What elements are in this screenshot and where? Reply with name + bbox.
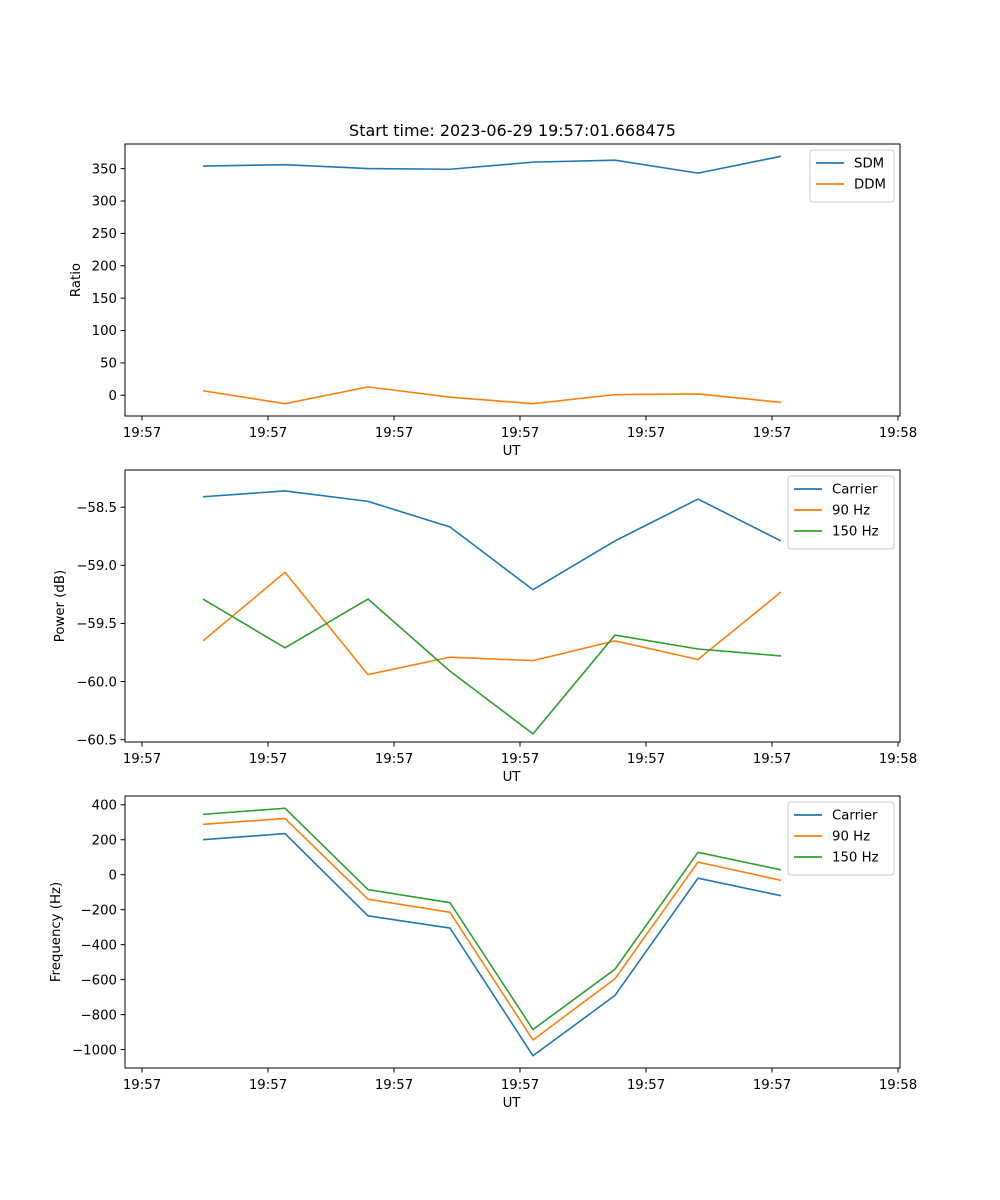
y-tick-label: −59.0 xyxy=(76,559,117,574)
x-tick-label: 19:57 xyxy=(753,426,791,441)
legend-entry: SDM xyxy=(854,157,884,172)
legend-entry: Carrier xyxy=(832,483,878,498)
y-axis-label: Frequency (Hz) xyxy=(49,882,64,982)
x-tick-label: 19:57 xyxy=(501,1078,539,1093)
plot-frame xyxy=(124,469,901,743)
y-axis-label: Ratio xyxy=(69,263,84,297)
y-tick-label: −600 xyxy=(80,973,117,988)
y-tick-label: 200 xyxy=(92,833,117,848)
chart-panel-1: 19:57 19:57 19:57 19:57 19:57 19:57 19:58 0 50 10… xyxy=(69,121,917,459)
legend: Carrier 90 Hz 150 Hz xyxy=(787,475,895,550)
x-tick-label: 19:57 xyxy=(123,1078,161,1093)
y-tick-label: −59.5 xyxy=(76,617,117,632)
x-tick-label: 19:57 xyxy=(501,752,539,767)
y-tick-label: 50 xyxy=(100,357,117,372)
series-line-sdm xyxy=(202,155,782,174)
x-tick-label: 19:58 xyxy=(879,1078,917,1093)
y-tick-label: −800 xyxy=(80,1008,117,1023)
x-tick-label: 19:57 xyxy=(249,1078,287,1093)
series-line-150-hz xyxy=(202,598,782,735)
y-tick-label: −60.0 xyxy=(76,675,117,690)
legend-entry: DDM xyxy=(854,178,886,193)
legend: Carrier 90 Hz 150 Hz xyxy=(787,801,895,876)
x-tick-label: 19:57 xyxy=(249,752,287,767)
legend: SDM DDM xyxy=(809,149,895,203)
x-tick-label: 19:57 xyxy=(627,426,665,441)
legend-entry: 90 Hz xyxy=(832,830,870,845)
series-line-90-hz xyxy=(202,571,782,676)
x-tick-label: 19:57 xyxy=(627,1078,665,1093)
y-tick-label: −400 xyxy=(80,938,117,953)
y-tick-label: 350 xyxy=(92,162,117,177)
plot-frame xyxy=(124,143,901,417)
legend-entry: 90 Hz xyxy=(832,504,870,519)
x-tick-label: 19:57 xyxy=(249,426,287,441)
y-tick-label: −1000 xyxy=(72,1043,117,1058)
y-tick-label: 100 xyxy=(92,324,117,339)
y-tick-label: 0 xyxy=(109,868,117,883)
y-tick-label: 250 xyxy=(92,227,117,242)
y-tick-label: 400 xyxy=(92,798,117,813)
y-tick-label: 150 xyxy=(92,292,117,307)
series-line-carrier xyxy=(202,490,782,591)
chart-title: Start time: 2023-06-29 19:57:01.668475 xyxy=(349,121,676,140)
x-tick-label: 19:57 xyxy=(627,752,665,767)
x-axis-label: UT xyxy=(503,444,522,459)
x-tick-label: 19:58 xyxy=(879,752,917,767)
plot-frame xyxy=(124,795,901,1069)
chart-panel-3: 19:57 19:57 19:57 19:57 19:57 19:57 19:58 400 20… xyxy=(49,795,917,1111)
x-axis-label: UT xyxy=(503,770,522,785)
x-tick-label: 19:57 xyxy=(753,1078,791,1093)
x-tick-label: 19:57 xyxy=(375,752,413,767)
series-line-150-hz xyxy=(202,807,782,1031)
y-tick-label: 300 xyxy=(92,195,117,210)
x-tick-label: 19:57 xyxy=(501,426,539,441)
x-tick-label: 19:57 xyxy=(753,752,791,767)
chart-panel-2: 19:57 19:57 19:57 19:57 19:57 19:57 19:58 −58.5… xyxy=(53,469,917,785)
y-tick-label: −200 xyxy=(80,903,117,918)
series-line-90-hz xyxy=(202,817,782,1041)
series-line-carrier xyxy=(202,832,782,1057)
x-tick-label: 19:57 xyxy=(123,752,161,767)
x-axis-label: UT xyxy=(503,1096,522,1111)
x-tick-label: 19:57 xyxy=(375,1078,413,1093)
y-tick-label: −60.5 xyxy=(76,733,117,748)
x-tick-label: 19:58 xyxy=(879,426,917,441)
legend-entry: 150 Hz xyxy=(832,851,879,866)
legend-entry: 150 Hz xyxy=(832,525,879,540)
series-line-ddm xyxy=(202,386,782,405)
y-tick-label: 0 xyxy=(109,389,117,404)
y-tick-label: 200 xyxy=(92,259,117,274)
y-tick-label: −58.5 xyxy=(76,501,117,516)
y-axis-label: Power (dB) xyxy=(53,570,68,642)
legend-entry: Carrier xyxy=(832,809,878,824)
x-tick-label: 19:57 xyxy=(123,426,161,441)
x-tick-label: 19:57 xyxy=(375,426,413,441)
